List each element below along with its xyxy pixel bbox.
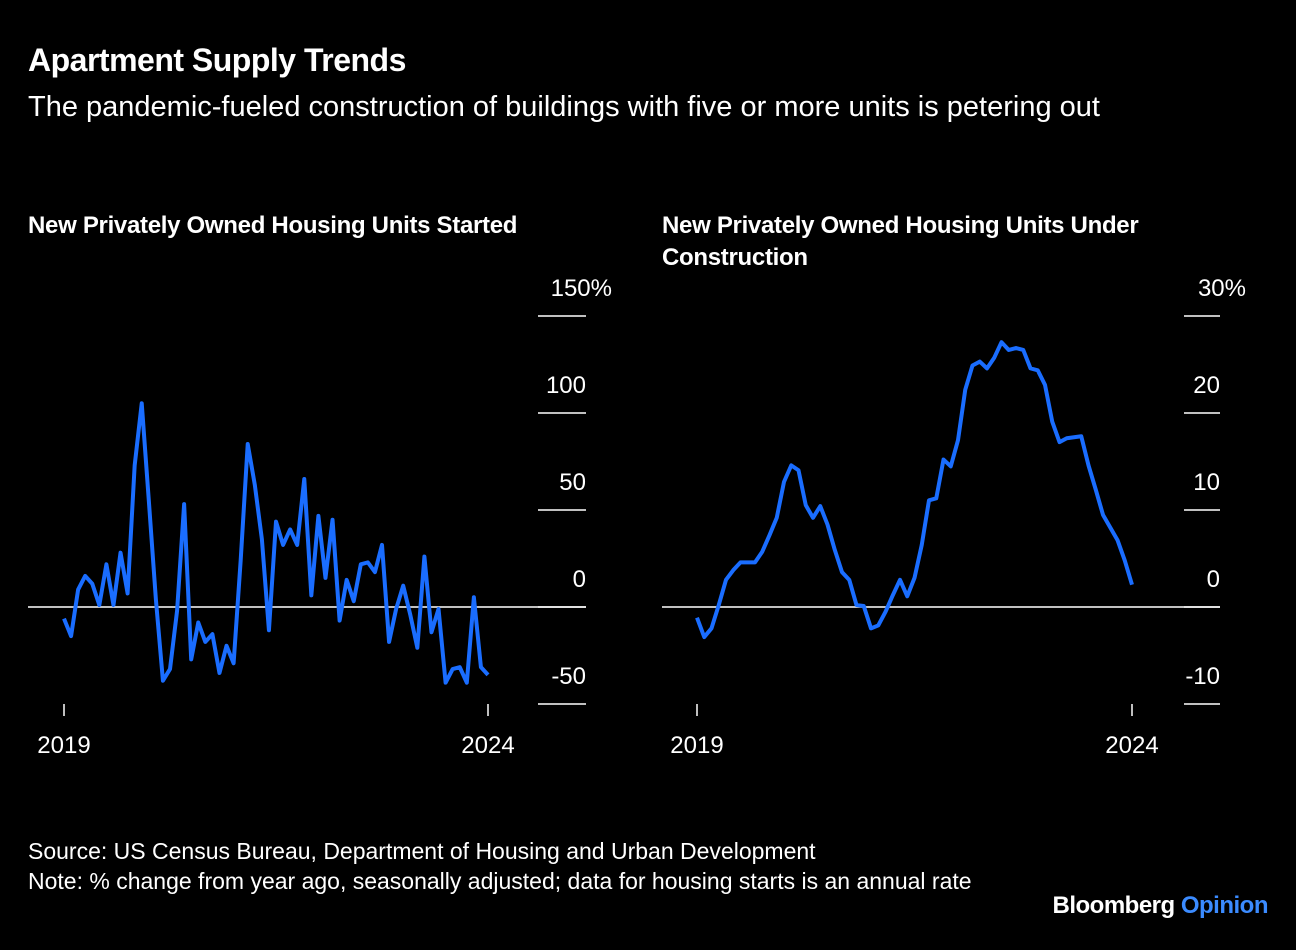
x-tick-label: 2024	[1105, 732, 1158, 759]
subtitle: The pandemic-fueled construction of buil…	[28, 91, 1100, 123]
footer: Source: US Census Bureau, Department of …	[28, 836, 1028, 896]
x-tick-label: 2019	[670, 732, 723, 759]
data-line	[695, 340, 1134, 640]
note: Note: % change from year ago, seasonally…	[28, 868, 972, 894]
y-tick-label: 100	[546, 372, 586, 399]
y-tick-label: 50	[559, 469, 586, 496]
chart-title: New Privately Owned Housing Units Starte…	[28, 212, 518, 239]
brand-suffix: Opinion	[1180, 892, 1269, 919]
source: Source: US Census Bureau, Department of …	[28, 838, 816, 864]
brand: Bloomberg Opinion	[1053, 892, 1269, 920]
x-tick-label: 2024	[461, 732, 514, 759]
brand-name: Bloomberg	[1052, 892, 1176, 919]
data-line	[62, 401, 490, 685]
title: Apartment Supply Trends	[28, 42, 406, 78]
y-tick-label: 10	[1193, 469, 1220, 496]
x-tick-label: 2019	[37, 732, 90, 759]
y-tick-label: 150%	[551, 275, 612, 302]
y-tick-label: -50	[551, 663, 586, 690]
chart-title: New Privately Owned Housing Units Under …	[662, 212, 1139, 271]
y-tick-label: 20	[1193, 372, 1220, 399]
y-tick-label: 0	[573, 566, 586, 593]
y-tick-label: 0	[1207, 566, 1220, 593]
y-tick-label: -10	[1185, 663, 1220, 690]
y-tick-label: 30%	[1198, 275, 1246, 302]
